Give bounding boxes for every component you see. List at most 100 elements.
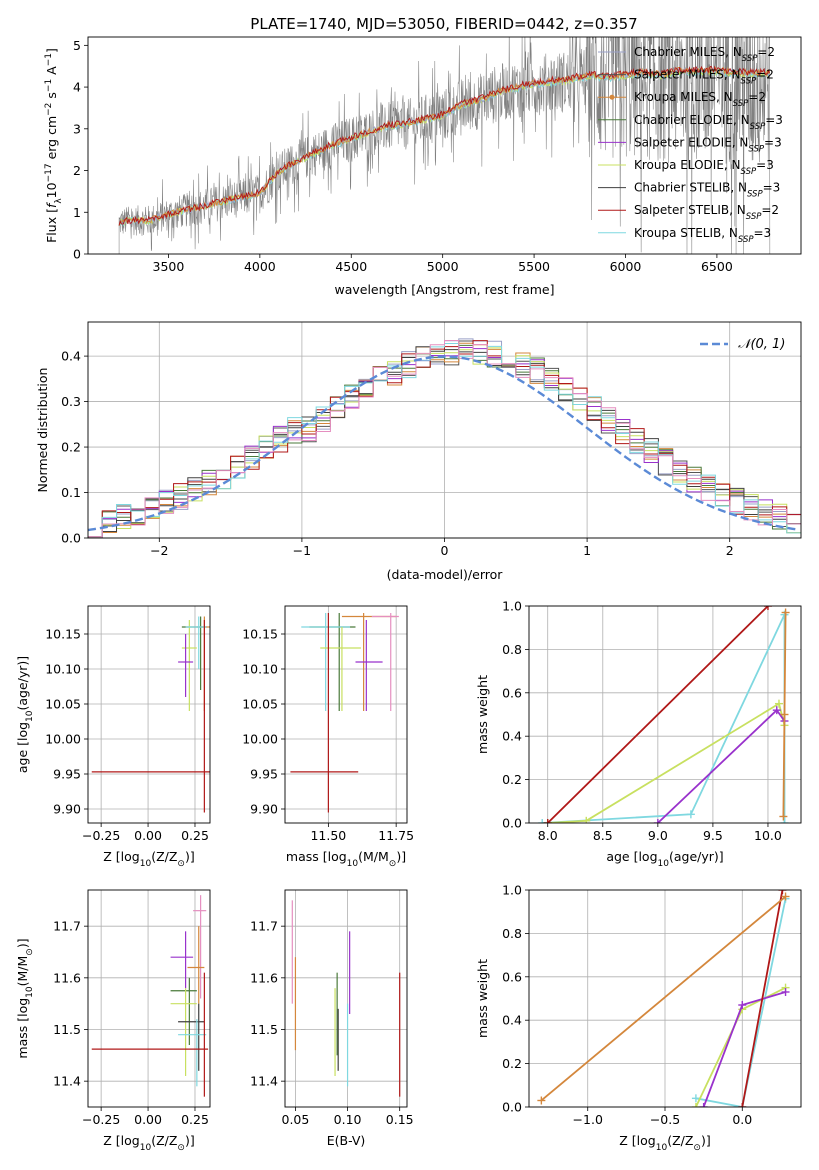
label-part: ⊙ (25, 948, 35, 956)
y-tick-label: 11.7 (250, 919, 278, 934)
weight-line-kroupa_elodie (547, 702, 786, 823)
plot-area (538, 606, 790, 823)
x-tick-label: 0.05 (282, 1112, 310, 1127)
label-part: (age/yr)] (669, 849, 724, 864)
x-tick-label: 0.25 (181, 1112, 209, 1127)
legend-nssp: =3 (754, 226, 772, 240)
y-tick-label: 0.2 (502, 772, 522, 787)
x-tick-label: 0.10 (334, 1112, 362, 1127)
x-tick-label: 0 (441, 543, 449, 558)
legend-model: Salpeter ELODIE, N (634, 135, 748, 149)
y-tick-label: 0.3 (61, 394, 81, 409)
model-spectrum-salpeter_stelib (118, 65, 770, 226)
label-part: 10 (140, 859, 152, 869)
label-part: (M/M (15, 956, 30, 987)
y-axis-label: mass weight (475, 675, 490, 754)
legend-nssp: =3 (756, 158, 774, 172)
x-tick-label: 0.00 (134, 828, 162, 843)
label-part: 10 (658, 859, 670, 869)
plot-area (91, 616, 210, 813)
label-part: ⊙ (389, 859, 397, 869)
plot-area (91, 895, 209, 1097)
histogram-kroupa_miles (88, 342, 801, 538)
x-axis-label: Z [log10(Z/Z⊙)] (619, 1133, 710, 1153)
y-tick-label: 0.8 (502, 642, 522, 657)
label-part: 10 (25, 710, 35, 722)
y-tick-label: 11.4 (250, 1074, 278, 1089)
y-tick-label: 1.0 (502, 883, 522, 898)
legend-sub: SSP (742, 54, 758, 64)
y-axis-label: age [log10(age/yr)] (15, 656, 35, 773)
y-tick-label: 0.6 (502, 685, 522, 700)
label-part: 10 (140, 1143, 152, 1153)
legend-sub: SSP (733, 99, 749, 109)
legend-nssp: =3 (765, 113, 783, 127)
y-tick-label: 1 (73, 205, 81, 220)
legend-model: Salpeter MILES, N (634, 68, 741, 82)
histogram-salpeter_stelib (88, 340, 801, 538)
y-tick-label: 11.7 (53, 919, 81, 934)
x-tick-label: −2 (150, 543, 168, 558)
x-tick-label: 5000 (427, 259, 459, 274)
label-part: erg cm (44, 116, 59, 164)
legend-label: Chabrier STELIB, NSSP=3 (634, 181, 780, 200)
x-tick-label: 6000 (610, 259, 642, 274)
axes-frame (284, 605, 408, 824)
label-part: )] (185, 849, 195, 864)
y-tick-label: 10.05 (242, 697, 278, 712)
figure-title: PLATE=1740, MJD=53050, FIBERID=0442, z=0… (250, 15, 637, 33)
y-tick-label: 9.95 (53, 767, 81, 782)
x-tick-label: 1 (583, 543, 591, 558)
plot-area (290, 613, 399, 813)
legend-model: Chabrier ELODIE, N (634, 113, 750, 127)
x-axis-label: (data-model)/error (387, 567, 504, 582)
legend-model: Kroupa ELODIE, N (634, 158, 741, 172)
histogram-kroupa_elodie (88, 347, 801, 538)
y-tick-label: 1.0 (502, 599, 522, 614)
x-tick-label: 4500 (335, 259, 367, 274)
legend-sub: SSP (747, 190, 763, 200)
y-tick-label: 11.5 (53, 1022, 81, 1037)
label-part: Z [log (619, 1133, 655, 1148)
legend-nssp: =2 (748, 90, 766, 104)
chart-mass_vs_ebv: 0.05 0.10 0.15 11.4 11.5 11.6 11.7 E(B-V) (250, 889, 414, 1148)
legend-sub: SSP (746, 212, 762, 222)
label-part: )] (15, 938, 30, 948)
label-part: Z [log (103, 1133, 139, 1148)
legend-sub: SSP (741, 77, 757, 87)
y-axis-label: Flux [fλ10−17 erg cm−2 s−1 A−1] (44, 48, 64, 243)
y-tick-label: 9.90 (53, 802, 81, 817)
label-part: 10 (25, 986, 35, 998)
label-part: ⊙ (177, 1143, 185, 1153)
label-part: mass [log (286, 849, 347, 864)
x-tick-label: 8.0 (538, 828, 558, 843)
y-tick-label: 0.0 (61, 531, 81, 546)
legend-label: Kroupa ELODIE, NSSP=3 (634, 158, 774, 177)
x-axis-label: mass [log10(M/M⊙)] (286, 849, 406, 869)
y-tick-label: 0 (73, 247, 81, 262)
legend-label: 𝒩(0, 1) (738, 337, 785, 352)
x-tick-label: −0.25 (82, 1112, 120, 1127)
legend-nssp: =2 (757, 45, 775, 59)
legend-sub: SSP (741, 167, 757, 177)
label-part: ⊙ (177, 859, 185, 869)
label-part: ] (44, 48, 59, 53)
legend-label: Kroupa MILES, NSSP=2 (634, 90, 766, 109)
label-part: (age/yr)] (15, 656, 30, 711)
x-tick-label: 2 (726, 543, 734, 558)
y-tick-label: 0.4 (502, 1013, 522, 1028)
y-tick-label: 0.2 (61, 440, 81, 455)
label-part: )] (701, 1133, 711, 1148)
label-part: (Z/Z (667, 1133, 693, 1148)
label-part: Z [log (103, 849, 139, 864)
label-part: 10 (44, 182, 59, 198)
legend-nssp: =2 (761, 203, 779, 217)
x-tick-label: −0.5 (650, 1112, 680, 1127)
label-part: 10 (656, 1143, 668, 1153)
label-part: −1 (44, 53, 54, 66)
y-tick-label: 0.6 (502, 969, 522, 984)
legend-nssp: =3 (763, 181, 781, 195)
label-part: 10 (347, 859, 359, 869)
y-tick-label: 11.6 (53, 970, 81, 985)
